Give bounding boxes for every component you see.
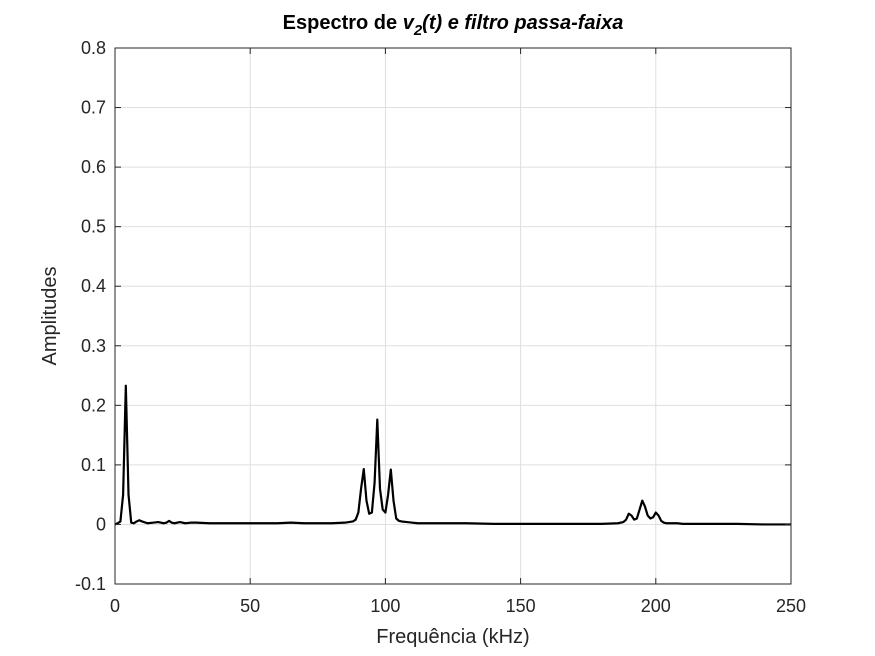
y-tick-label: 0.3 (81, 336, 106, 356)
chart-title: Espectro de v2(t) e filtro passa-faixa (283, 12, 624, 39)
title-subscript: 2 (413, 22, 423, 39)
x-tick-label: 200 (641, 596, 671, 616)
y-tick-label: 0.2 (81, 395, 106, 415)
grid (114, 47, 792, 585)
x-tick-label: 50 (240, 596, 260, 616)
title-prefix: Espectro de (283, 12, 403, 34)
series (114, 384, 791, 526)
y-tick-label: 0.5 (81, 217, 106, 237)
y-tick-label: 0.1 (81, 455, 106, 475)
axes-box (114, 47, 792, 585)
title-variable: v (403, 12, 416, 34)
y-tick-label: 0.4 (81, 276, 106, 296)
y-tick-label: 0.6 (81, 157, 106, 177)
y-tick-label: 0.8 (81, 38, 106, 58)
x-tick-label: 250 (776, 596, 806, 616)
x-tick-label: 100 (370, 596, 400, 616)
x-tick-label: 0 (110, 596, 120, 616)
x-tick-label: 150 (506, 596, 536, 616)
spectrum-line (114, 384, 791, 526)
plot-area (115, 48, 791, 584)
y-tick-label: 0 (96, 514, 106, 534)
x-axis-label: Frequência (kHz) (376, 626, 529, 648)
title-suffix: (t) e filtro passa-faixa (422, 12, 623, 34)
y-tick-label: 0.7 (81, 98, 106, 118)
y-axis-label: Amplitudes (39, 267, 61, 366)
tick-labels: 0 50 100 150 200 250-0.100.10.20.30.40.50.60.… (75, 38, 806, 616)
y-tick-label: -0.1 (75, 574, 106, 594)
ticks (114, 47, 792, 585)
